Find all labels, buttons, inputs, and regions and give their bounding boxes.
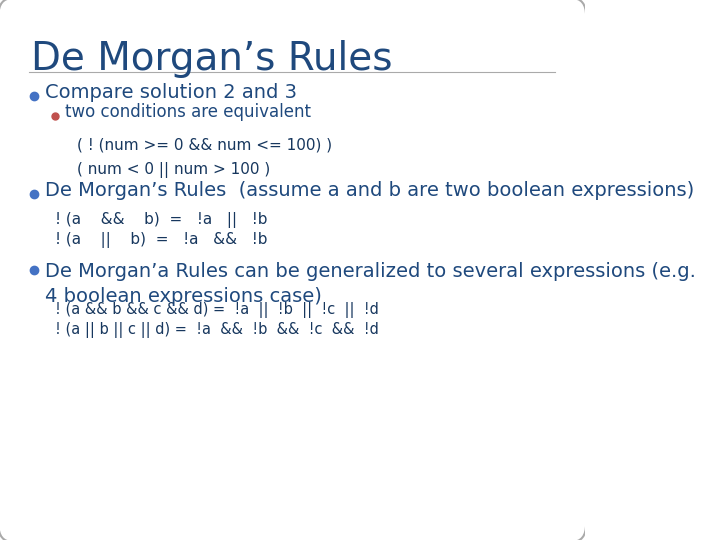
Text: Compare solution 2 and 3: Compare solution 2 and 3 xyxy=(45,83,297,102)
Text: De Morgan’s Rules: De Morgan’s Rules xyxy=(31,40,392,78)
Text: ( num < 0 || num > 100 ): ( num < 0 || num > 100 ) xyxy=(77,162,271,178)
FancyBboxPatch shape xyxy=(0,0,586,540)
Text: ! (a || b || c || d) =  !a  &&  !b  &&  !c  &&  !d: ! (a || b || c || d) = !a && !b && !c &&… xyxy=(55,322,379,338)
Text: ! (a && b && c && d) =  !a  ||  !b  ||  !c  ||  !d: ! (a && b && c && d) = !a || !b || !c ||… xyxy=(55,302,379,318)
Text: De Morgan’a Rules can be generalized to several expressions (e.g.
4 boolean expr: De Morgan’a Rules can be generalized to … xyxy=(45,262,696,306)
Text: ! (a    ||    b)  =   !a   &&   !b: ! (a || b) = !a && !b xyxy=(55,232,268,248)
Text: De Morgan’s Rules  (assume a and b are two boolean expressions): De Morgan’s Rules (assume a and b are tw… xyxy=(45,180,694,199)
Text: ! (a    &&    b)  =   !a   ||   !b: ! (a && b) = !a || !b xyxy=(55,212,268,228)
Text: ( ! (num >= 0 && num <= 100) ): ( ! (num >= 0 && num <= 100) ) xyxy=(77,138,332,153)
Text: two conditions are equivalent: two conditions are equivalent xyxy=(65,103,311,121)
